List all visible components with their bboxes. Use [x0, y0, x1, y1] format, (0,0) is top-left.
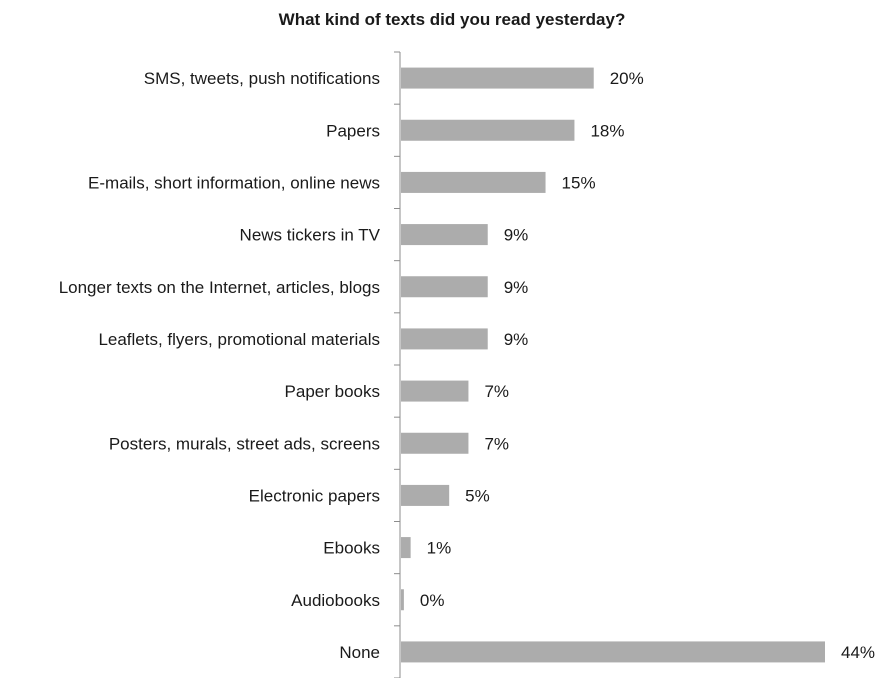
bar	[401, 224, 488, 246]
bar	[401, 171, 546, 193]
category-label: Leaflets, flyers, promotional materials	[98, 330, 380, 349]
category-label: Longer texts on the Internet, articles, …	[59, 278, 380, 297]
category-label: Audiobooks	[291, 591, 380, 610]
category-label: Electronic papers	[249, 486, 380, 505]
category-label: E-mails, short information, online news	[88, 173, 380, 192]
chart-title: What kind of texts did you read yesterda…	[278, 10, 626, 29]
bar	[401, 380, 469, 402]
bar	[401, 432, 469, 454]
bar	[401, 537, 411, 559]
data-label: 18%	[590, 121, 624, 140]
bar	[401, 641, 825, 663]
data-label: 5%	[465, 486, 490, 505]
data-label: 9%	[504, 278, 529, 297]
data-label: 7%	[484, 382, 509, 401]
bar	[401, 119, 575, 141]
bar	[401, 276, 488, 298]
category-label: Papers	[326, 121, 380, 140]
bar	[401, 484, 450, 506]
data-label: 0%	[420, 591, 445, 610]
category-label: News tickers in TV	[240, 226, 381, 245]
category-label: SMS, tweets, push notifications	[144, 69, 380, 88]
category-label: Paper books	[285, 382, 380, 401]
data-label: 9%	[504, 226, 529, 245]
category-label: Posters, murals, street ads, screens	[109, 434, 380, 453]
data-label: 44%	[841, 643, 875, 662]
data-label: 7%	[484, 434, 509, 453]
bar	[401, 67, 594, 89]
data-label: 1%	[427, 539, 452, 558]
bar	[401, 328, 488, 350]
data-label: 20%	[610, 69, 644, 88]
category-label: Ebooks	[323, 539, 380, 558]
data-label: 9%	[504, 330, 529, 349]
data-label: 15%	[562, 173, 596, 192]
bar	[401, 589, 404, 611]
category-label: None	[339, 643, 380, 662]
